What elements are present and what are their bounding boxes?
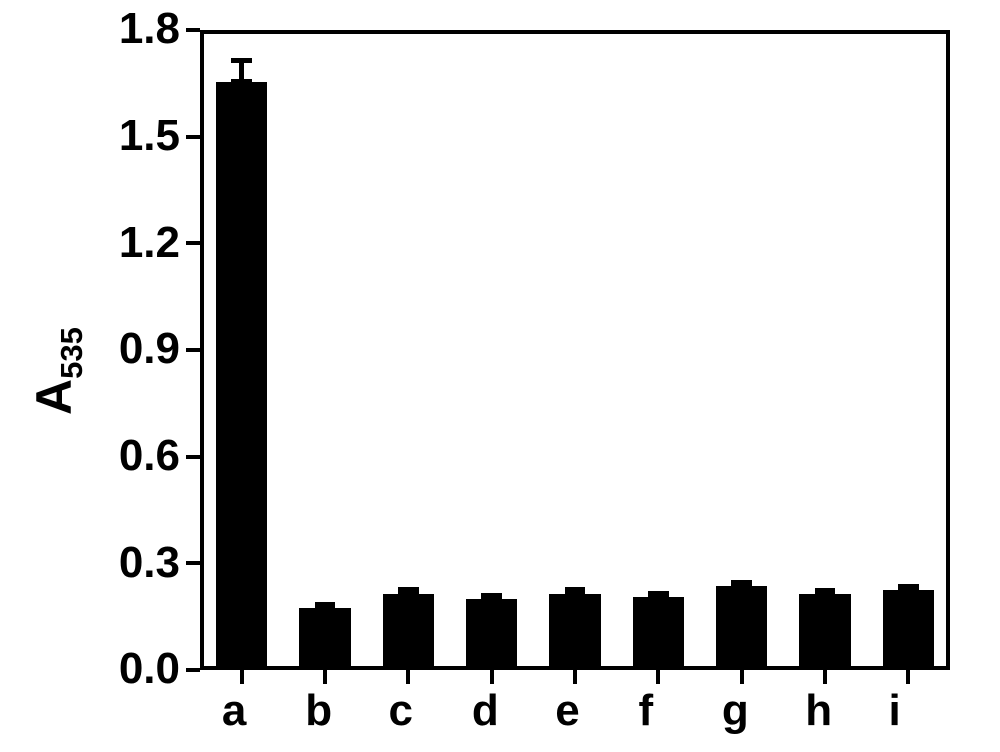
y-tick — [186, 561, 200, 565]
x-tick — [823, 670, 827, 684]
x-tick-label: h — [805, 686, 832, 736]
y-axis-title-sub: 535 — [54, 327, 89, 379]
x-tick — [490, 670, 494, 684]
bar — [216, 82, 268, 670]
error-cap — [898, 588, 919, 593]
error-cap — [565, 591, 586, 596]
x-tick-label: i — [889, 686, 901, 736]
x-tick — [240, 670, 244, 684]
error-cap — [231, 58, 252, 63]
error-cap — [315, 605, 336, 610]
y-tick-label: 1.2 — [119, 218, 180, 268]
x-tick-label: a — [222, 686, 246, 736]
plot-area — [200, 30, 950, 670]
y-tick-label: 0.3 — [119, 538, 180, 588]
x-tick — [323, 670, 327, 684]
x-tick-label: c — [389, 686, 413, 736]
y-tick-label: 0.9 — [119, 324, 180, 374]
x-tick-label: e — [555, 686, 579, 736]
y-tick — [186, 668, 200, 672]
bar — [299, 608, 351, 670]
y-tick — [186, 135, 200, 139]
error-cap — [481, 596, 502, 601]
bar — [466, 599, 518, 670]
x-tick — [573, 670, 577, 684]
y-tick-label: 1.5 — [119, 111, 180, 161]
x-tick-label: f — [639, 686, 654, 736]
y-tick — [186, 455, 200, 459]
error-cap — [731, 584, 752, 589]
y-tick-label: 1.8 — [119, 4, 180, 54]
error-cap — [398, 591, 419, 596]
y-tick — [186, 348, 200, 352]
x-tick-label: d — [472, 686, 499, 736]
y-tick — [186, 28, 200, 32]
x-tick — [906, 670, 910, 684]
x-tick — [740, 670, 744, 684]
bar — [383, 594, 435, 670]
error-cap — [815, 591, 836, 596]
y-tick-label: 0.0 — [119, 644, 180, 694]
bar — [716, 586, 768, 670]
bar-chart: A535 0.0 0.3 0.6 0.9 1.2 1.5 1.8 a b c d e f g h i — [0, 0, 1000, 752]
x-tick — [656, 670, 660, 684]
bar — [883, 590, 935, 670]
y-axis-title: A535 — [25, 327, 90, 415]
y-tick — [186, 241, 200, 245]
y-tick-label: 0.6 — [119, 431, 180, 481]
error-cap — [648, 595, 669, 600]
x-tick — [406, 670, 410, 684]
bar — [799, 594, 851, 670]
error-cap — [231, 79, 252, 84]
y-axis-title-main: A — [26, 379, 82, 415]
x-tick-label: b — [305, 686, 332, 736]
x-tick-label: g — [722, 686, 749, 736]
bar — [633, 597, 685, 670]
bar — [549, 594, 601, 670]
